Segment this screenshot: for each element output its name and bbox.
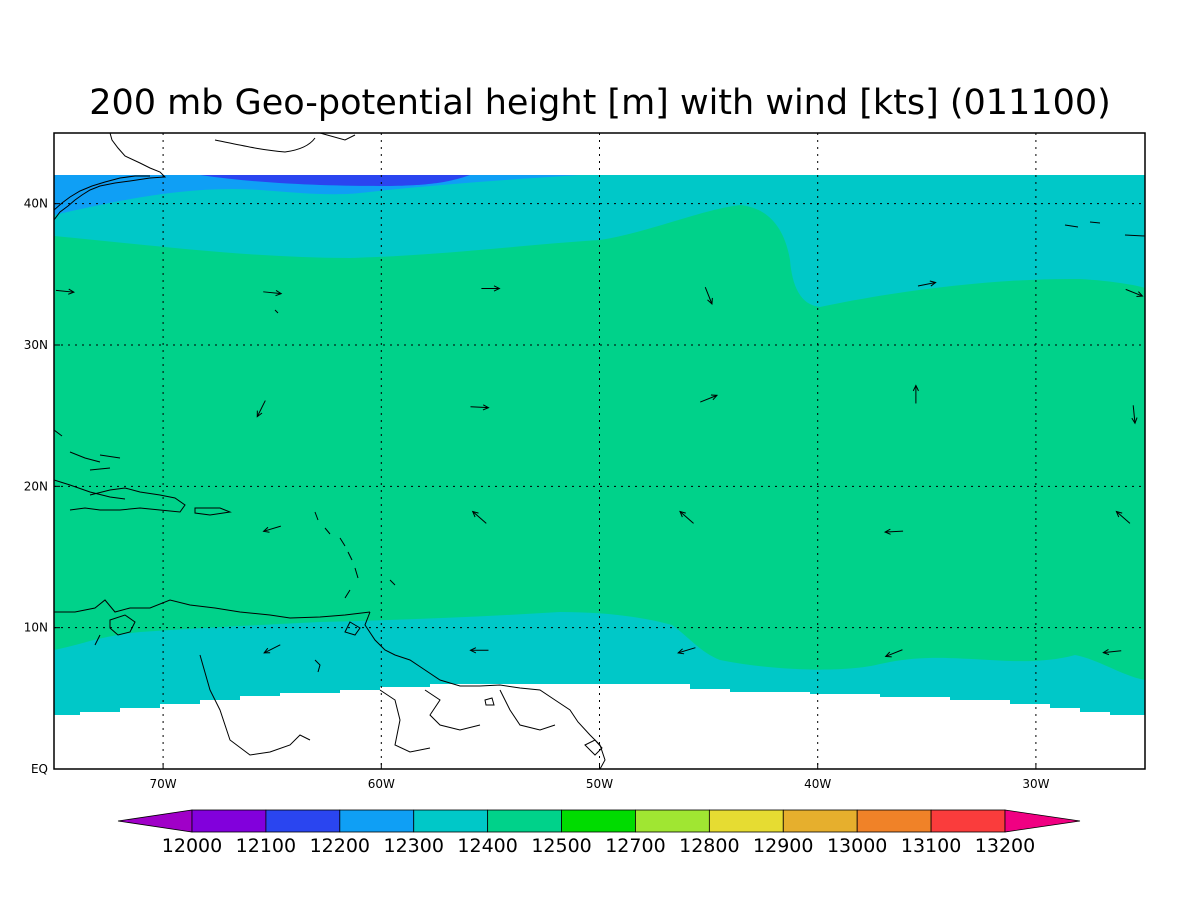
coastline-guyana-border	[379, 689, 556, 753]
colorbar-label: 13000	[827, 835, 887, 857]
x-tick-label: 40W	[804, 777, 831, 791]
colorbar-label: 12500	[531, 835, 591, 857]
colorbar-label: 12400	[457, 835, 517, 857]
y-tick-label: 20N	[24, 479, 48, 493]
colorbar-box	[782, 809, 858, 833]
colorbar-box	[413, 809, 489, 833]
coastline-puerto-rico	[194, 507, 232, 516]
colorbar-label: 12000	[162, 835, 222, 857]
wind-vector	[469, 647, 489, 654]
colorbar-label: 13100	[901, 835, 961, 857]
y-tick-label: 40N	[24, 197, 48, 211]
contour-fill-12200	[200, 175, 470, 186]
coastline-islands-east	[1064, 221, 1145, 237]
coastline-north-america	[54, 133, 167, 221]
colorbar-label: 12300	[384, 835, 444, 857]
coastline-newfoundland	[319, 133, 356, 141]
coastline-cuba	[54, 479, 126, 500]
colorbar-label: 12100	[236, 835, 296, 857]
wind-vector	[912, 384, 919, 404]
wind-vector	[471, 510, 487, 524]
wind-vector	[679, 510, 694, 524]
coastline-hispaniola	[69, 487, 186, 513]
wind-vector	[55, 288, 76, 295]
colorbar-box	[191, 809, 267, 833]
x-tick-label: 50W	[586, 777, 613, 791]
coastline-amazon-mouth	[484, 697, 603, 756]
axis-ticks: 70W 60W 50W 40W 30W EQ 10N 20N 30N 40N	[24, 197, 1050, 791]
coastline-south-america	[54, 599, 606, 769]
coastline-trinidad	[344, 621, 361, 636]
wind-vector	[1131, 405, 1138, 425]
wind-vector	[1115, 510, 1131, 524]
colorbar-extend-high	[1004, 809, 1081, 833]
wind-vector	[700, 394, 719, 403]
coastlines	[54, 133, 1145, 769]
colorbar-label: 13200	[975, 835, 1035, 857]
colorbar-box	[265, 809, 341, 833]
wind-vector	[263, 644, 281, 654]
wind-vector	[263, 290, 283, 297]
coastline-florida-bahamas	[54, 429, 121, 471]
x-tick-label: 60W	[368, 777, 395, 791]
x-tick-label: 30W	[1022, 777, 1049, 791]
wind-vector	[917, 280, 937, 287]
coastline-lesser-antilles	[314, 511, 396, 599]
chart-title: 200 mb Geo-potential height [m] with win…	[89, 83, 1111, 123]
colorbar: 12000 12100 12200 12300 12400 12500 12700 12800…	[117, 809, 1081, 857]
y-tick-label: 10N	[24, 621, 48, 635]
colorbar-label: 12700	[605, 835, 665, 857]
x-tick-label: 70W	[150, 777, 177, 791]
wind-vector	[883, 528, 904, 535]
colorbar-label: 12800	[679, 835, 739, 857]
wind-vector	[704, 286, 713, 305]
colorbar-box	[339, 809, 415, 833]
colorbar-box	[487, 809, 562, 833]
coastline-nova-scotia	[214, 137, 316, 153]
wind-vector	[1125, 288, 1144, 297]
coastline-small-islands	[274, 309, 321, 673]
wind-vector	[1102, 649, 1122, 656]
colorbar-box	[708, 809, 784, 833]
y-tick-label: EQ	[31, 762, 48, 776]
wind-vector	[884, 649, 903, 658]
colorbar-box	[635, 809, 710, 833]
coastline-northeast-us	[54, 175, 150, 211]
gridlines	[54, 133, 1145, 769]
wind-vector	[470, 404, 490, 411]
colorbar-label: 12900	[753, 835, 813, 857]
wind-vector	[677, 647, 696, 655]
colorbar-box	[561, 809, 636, 833]
colorbar-label: 12200	[310, 835, 370, 857]
y-tick-label: 30N	[24, 338, 48, 352]
wind-vector	[256, 400, 266, 418]
colorbar-box	[856, 809, 932, 833]
wind-vectors	[55, 280, 1144, 658]
wind-vector	[481, 285, 501, 292]
colorbar-extend-low	[117, 809, 193, 833]
no-data-region	[54, 684, 1145, 769]
wind-vector	[262, 525, 281, 533]
colorbar-box	[930, 809, 1006, 833]
map-area	[54, 133, 1145, 769]
